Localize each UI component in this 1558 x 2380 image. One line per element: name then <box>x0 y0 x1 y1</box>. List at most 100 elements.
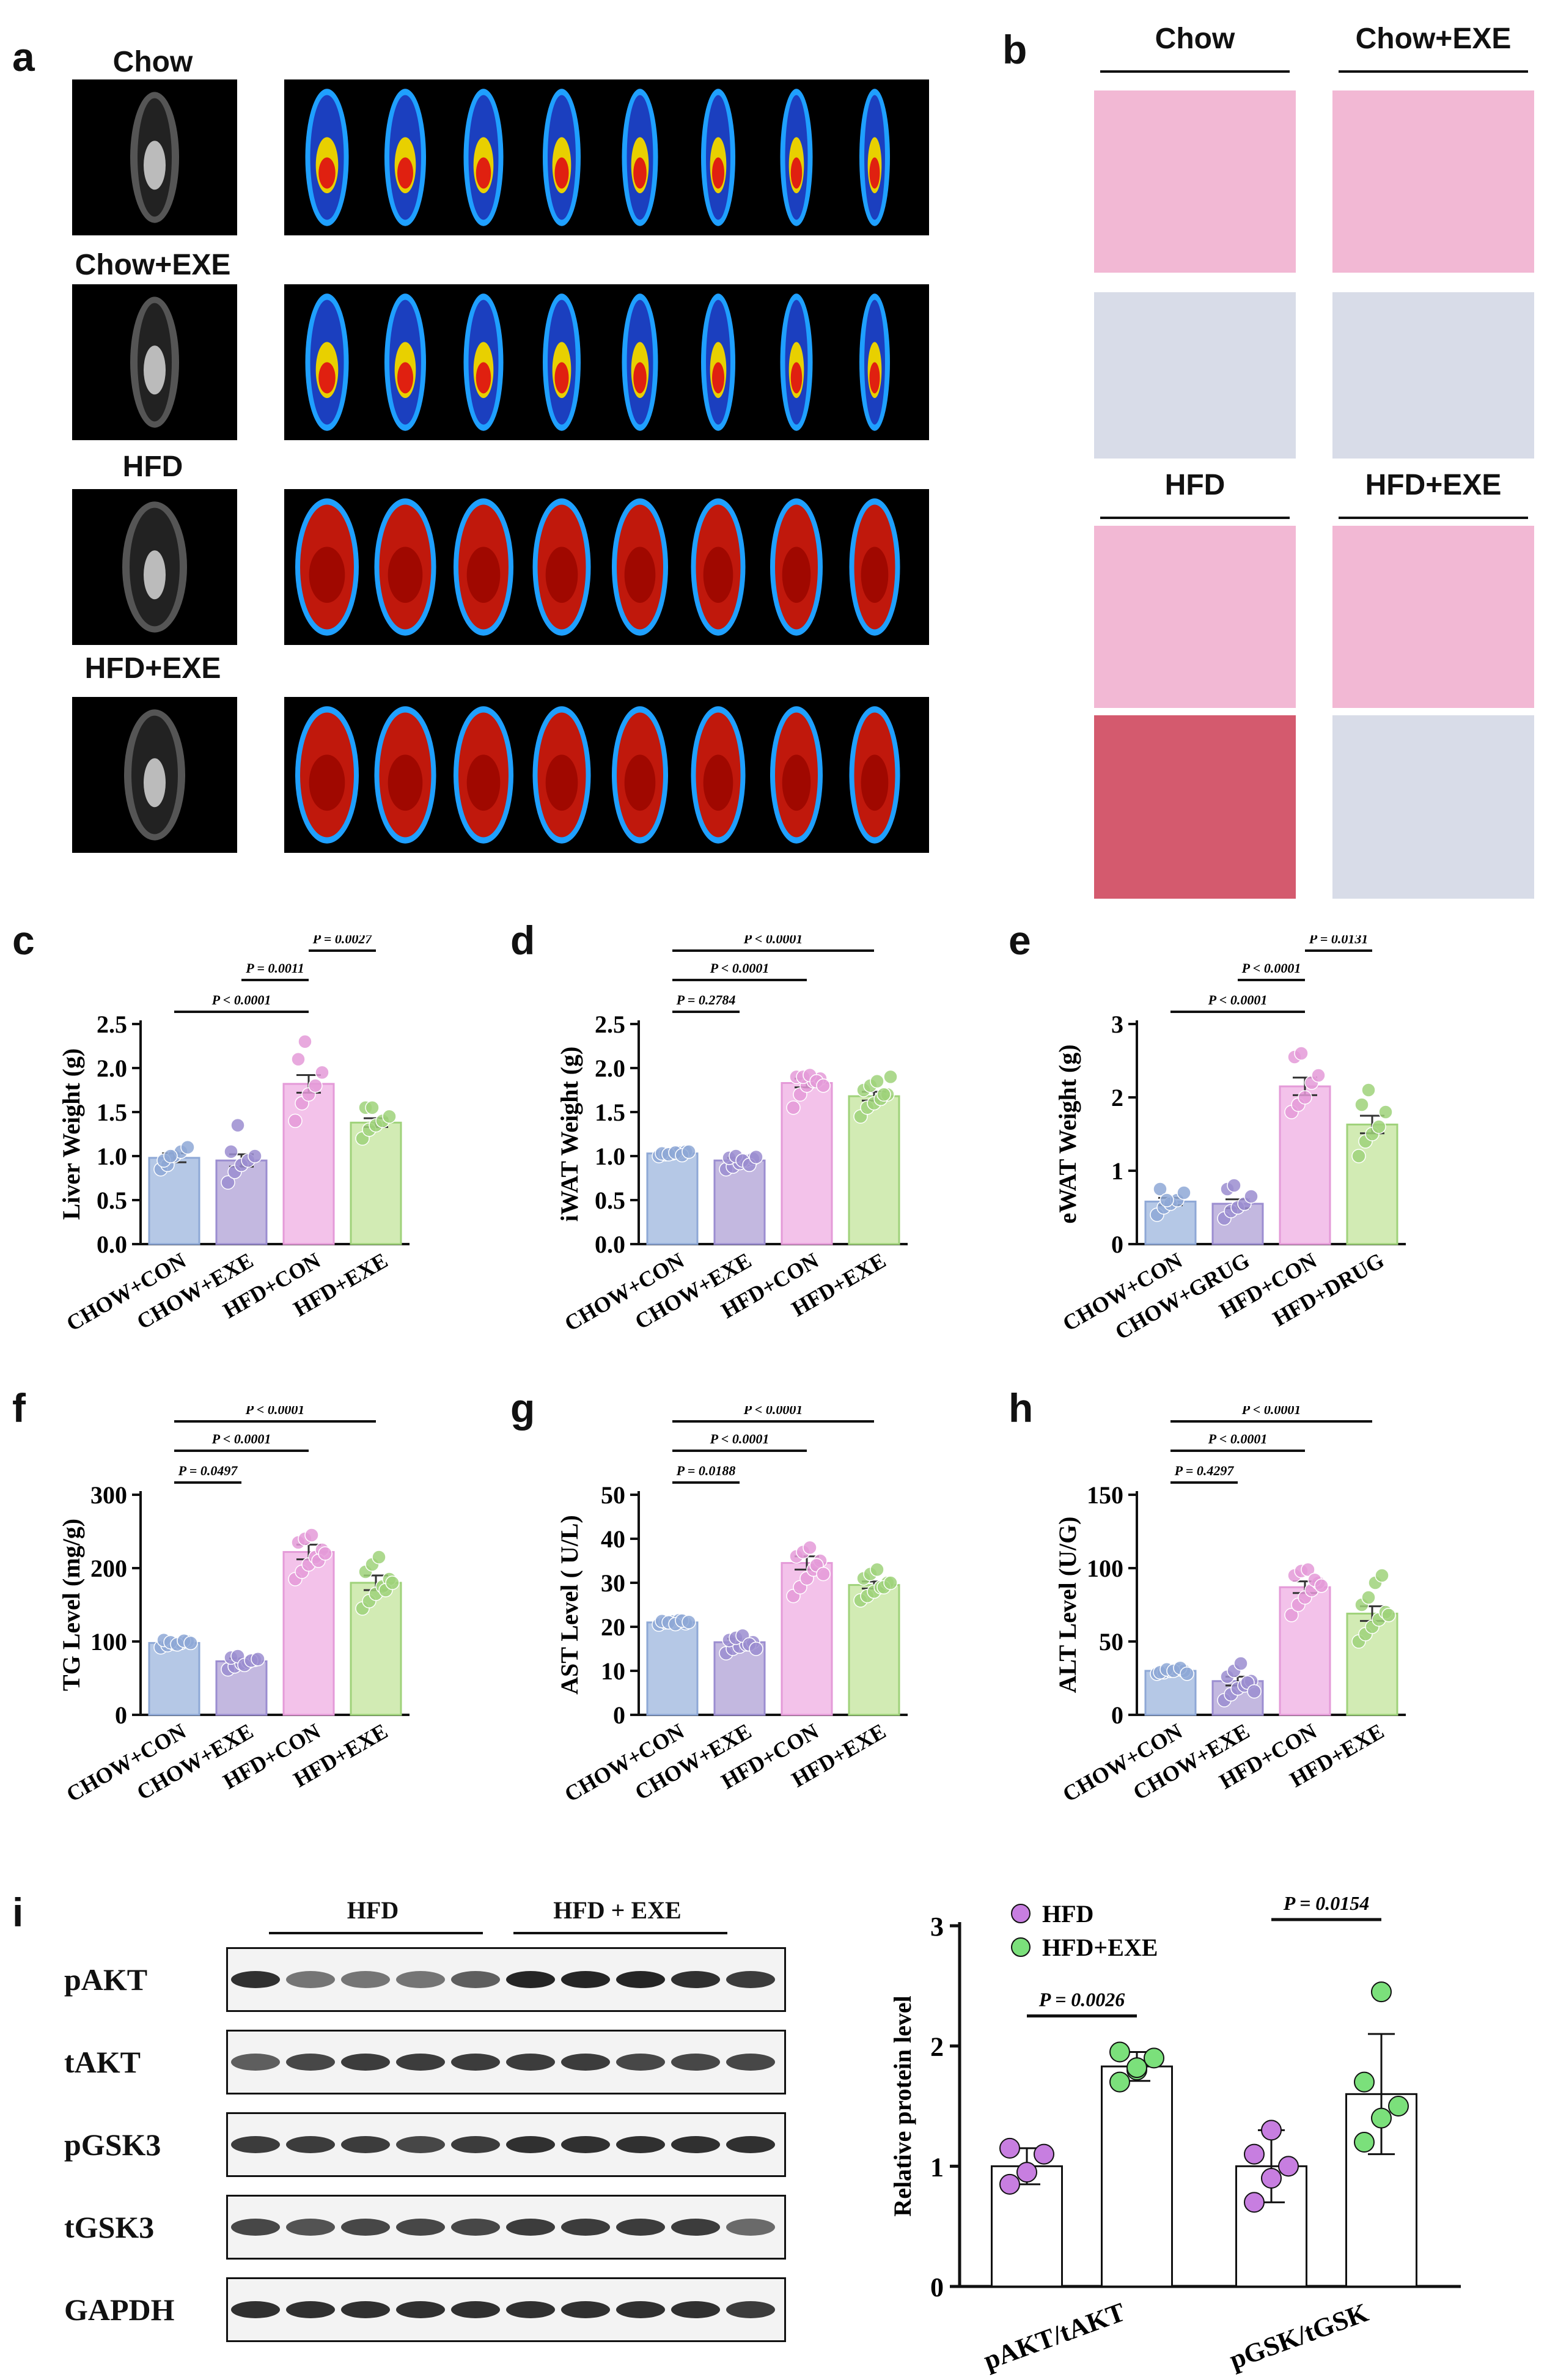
band <box>341 1971 390 1988</box>
organ <box>144 550 166 600</box>
panel-label-b: b <box>1002 27 1027 72</box>
data-point <box>999 2173 1020 2195</box>
band <box>396 2054 445 2071</box>
band <box>506 2301 555 2318</box>
p-value-label: P = 0.4297 <box>1174 1463 1235 1478</box>
p-value-label: P = 0.2784 <box>676 992 736 1008</box>
y-tick-label: 300 <box>90 1481 127 1509</box>
protein-label: GAPDH <box>64 2293 175 2327</box>
group-title: HFD <box>122 451 183 483</box>
group-title: Chow <box>112 46 193 78</box>
band <box>231 2136 280 2153</box>
band <box>726 2136 775 2153</box>
band <box>616 2054 665 2071</box>
slice-fat <box>397 157 413 189</box>
y-axis-label: iWAT Weight (g) <box>556 1047 583 1222</box>
fat-heatmap-strip <box>284 697 929 853</box>
band <box>286 2054 335 2071</box>
band <box>671 1971 720 1988</box>
group-title: HFD+EXE <box>1365 469 1502 501</box>
organ <box>144 141 166 190</box>
data-point <box>883 1069 898 1085</box>
data-point <box>1371 2107 1392 2129</box>
data-point <box>291 1052 306 1067</box>
data-point <box>1144 2047 1164 2069</box>
chart-i-relative-protein: 0 1 2 3 Relative protein level HFD HFD+EXE P = … <box>889 1895 1461 2376</box>
band <box>506 2054 555 2071</box>
organ <box>144 758 166 808</box>
blot-bands <box>231 2054 775 2071</box>
data-point <box>1233 1656 1248 1671</box>
legend-marker <box>1011 1937 1031 1957</box>
band <box>451 2054 500 2071</box>
slice-fat <box>476 362 491 394</box>
data-point <box>1126 2057 1147 2079</box>
mri-silhouette <box>124 709 185 841</box>
data-point <box>1109 2071 1130 2093</box>
title-underline <box>1339 517 1528 519</box>
band <box>671 2054 720 2071</box>
panel-label-h: h <box>1009 1385 1034 1431</box>
blot-bands <box>231 2301 775 2318</box>
y-tick-label: 0.5 <box>595 1187 625 1214</box>
p-value-label: P < 0.0001 <box>1241 1406 1301 1417</box>
panel-label-i: i <box>12 1890 24 1935</box>
slice-fat <box>712 157 724 189</box>
panel-label-d: d <box>510 918 535 963</box>
band <box>286 2136 335 2153</box>
y-tick-label: 0 <box>1111 1701 1123 1729</box>
panel-label-c: c <box>12 918 35 963</box>
band <box>616 2301 665 2318</box>
y-tick-label: 0 <box>930 2272 944 2302</box>
p-value-label: P < 0.0001 <box>710 1431 770 1446</box>
title-underline <box>1339 70 1528 73</box>
y-tick-label: 1.5 <box>595 1099 625 1126</box>
band <box>231 2054 280 2071</box>
data-point <box>1372 1119 1386 1134</box>
band <box>396 2301 445 2318</box>
data-point <box>1247 1684 1262 1699</box>
y-axis-label: Liver Weight (g) <box>57 1048 85 1220</box>
band <box>506 2136 555 2153</box>
slice-fat <box>318 362 336 394</box>
y-tick-label: 3 <box>930 1912 944 1942</box>
slice-hotspot <box>466 547 501 603</box>
band <box>231 2219 280 2236</box>
y-axis-label: eWAT Weight (g) <box>1054 1044 1081 1223</box>
p-value-label: P < 0.0001 <box>245 1406 305 1417</box>
band <box>396 1971 445 1988</box>
heatmap-slices <box>305 89 890 226</box>
data-point <box>382 1109 397 1124</box>
data-point <box>163 1149 178 1163</box>
he-stain-image <box>1094 526 1296 708</box>
y-tick-label: 1.0 <box>595 1143 625 1170</box>
data-point <box>1244 2192 1265 2213</box>
data-point <box>1177 1185 1191 1200</box>
y-axis-label: ALT Level (U/G) <box>1054 1517 1081 1693</box>
slice-hotspot <box>861 754 889 811</box>
y-tick-label: 0 <box>1111 1231 1123 1258</box>
data-point <box>1153 1182 1167 1196</box>
legend-label: HFD+EXE <box>1042 1934 1158 1961</box>
data-point <box>1180 1667 1194 1681</box>
p-value-label: P = 0.0011 <box>245 960 304 976</box>
heatmap-slices <box>305 293 890 431</box>
band <box>506 2219 555 2236</box>
bar <box>646 1621 699 1716</box>
p-value-label: P < 0.0001 <box>211 992 271 1008</box>
band <box>341 2136 390 2153</box>
data-point <box>999 2137 1020 2159</box>
slice-fat <box>869 157 880 189</box>
slice-hotspot <box>624 547 656 603</box>
y-tick-label: 40 <box>601 1525 625 1553</box>
data-point <box>749 1149 763 1165</box>
data-point <box>365 1100 380 1115</box>
data-point <box>816 1078 831 1093</box>
panel-label-a: a <box>12 34 35 79</box>
data-point <box>1261 2168 1282 2189</box>
band <box>671 2219 720 2236</box>
bar <box>1279 1586 1331 1716</box>
data-point <box>183 1635 198 1651</box>
